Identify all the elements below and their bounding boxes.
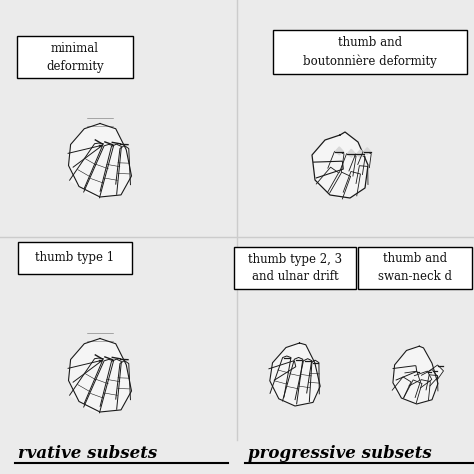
Polygon shape — [116, 146, 130, 185]
Polygon shape — [347, 149, 356, 157]
Polygon shape — [358, 152, 371, 168]
Polygon shape — [349, 154, 365, 174]
Polygon shape — [421, 370, 438, 386]
Polygon shape — [403, 380, 422, 403]
Polygon shape — [328, 151, 344, 172]
Polygon shape — [283, 357, 303, 404]
Polygon shape — [429, 365, 444, 379]
Polygon shape — [70, 358, 103, 403]
Polygon shape — [312, 132, 368, 198]
Polygon shape — [100, 144, 121, 194]
Polygon shape — [415, 380, 430, 401]
Polygon shape — [393, 365, 417, 380]
Polygon shape — [295, 359, 312, 401]
Polygon shape — [392, 377, 411, 397]
Polygon shape — [339, 154, 356, 176]
FancyBboxPatch shape — [273, 30, 467, 74]
Polygon shape — [364, 148, 371, 155]
Polygon shape — [116, 361, 130, 400]
Text: rvative subsets: rvative subsets — [18, 445, 157, 462]
FancyBboxPatch shape — [18, 242, 132, 274]
Polygon shape — [69, 124, 131, 197]
Polygon shape — [356, 166, 368, 184]
Text: progressive subsets: progressive subsets — [248, 445, 432, 462]
Polygon shape — [307, 360, 319, 394]
Text: thumb type 2, 3
and ulnar drift: thumb type 2, 3 and ulnar drift — [248, 253, 342, 283]
FancyBboxPatch shape — [358, 247, 472, 289]
FancyBboxPatch shape — [234, 247, 356, 289]
Polygon shape — [314, 161, 343, 178]
Polygon shape — [100, 359, 121, 409]
Polygon shape — [414, 371, 432, 388]
Polygon shape — [84, 145, 114, 198]
Text: thumb and
boutonnière deformity: thumb and boutonnière deformity — [303, 36, 437, 68]
Polygon shape — [68, 361, 101, 382]
Polygon shape — [335, 147, 343, 155]
Polygon shape — [269, 361, 296, 380]
Polygon shape — [84, 359, 114, 413]
Polygon shape — [68, 146, 101, 167]
Polygon shape — [69, 338, 131, 412]
Polygon shape — [329, 172, 351, 199]
Polygon shape — [405, 371, 420, 386]
Polygon shape — [270, 343, 320, 406]
Polygon shape — [316, 167, 338, 192]
Polygon shape — [426, 375, 438, 391]
Text: thumb and
swan-neck d: thumb and swan-neck d — [378, 253, 452, 283]
Polygon shape — [356, 150, 365, 157]
Polygon shape — [70, 143, 103, 189]
Polygon shape — [343, 172, 360, 196]
Text: thumb type 1: thumb type 1 — [36, 252, 115, 264]
Polygon shape — [393, 346, 438, 404]
FancyBboxPatch shape — [17, 36, 133, 78]
Text: minimal
deformity: minimal deformity — [46, 42, 104, 73]
Polygon shape — [270, 356, 291, 397]
